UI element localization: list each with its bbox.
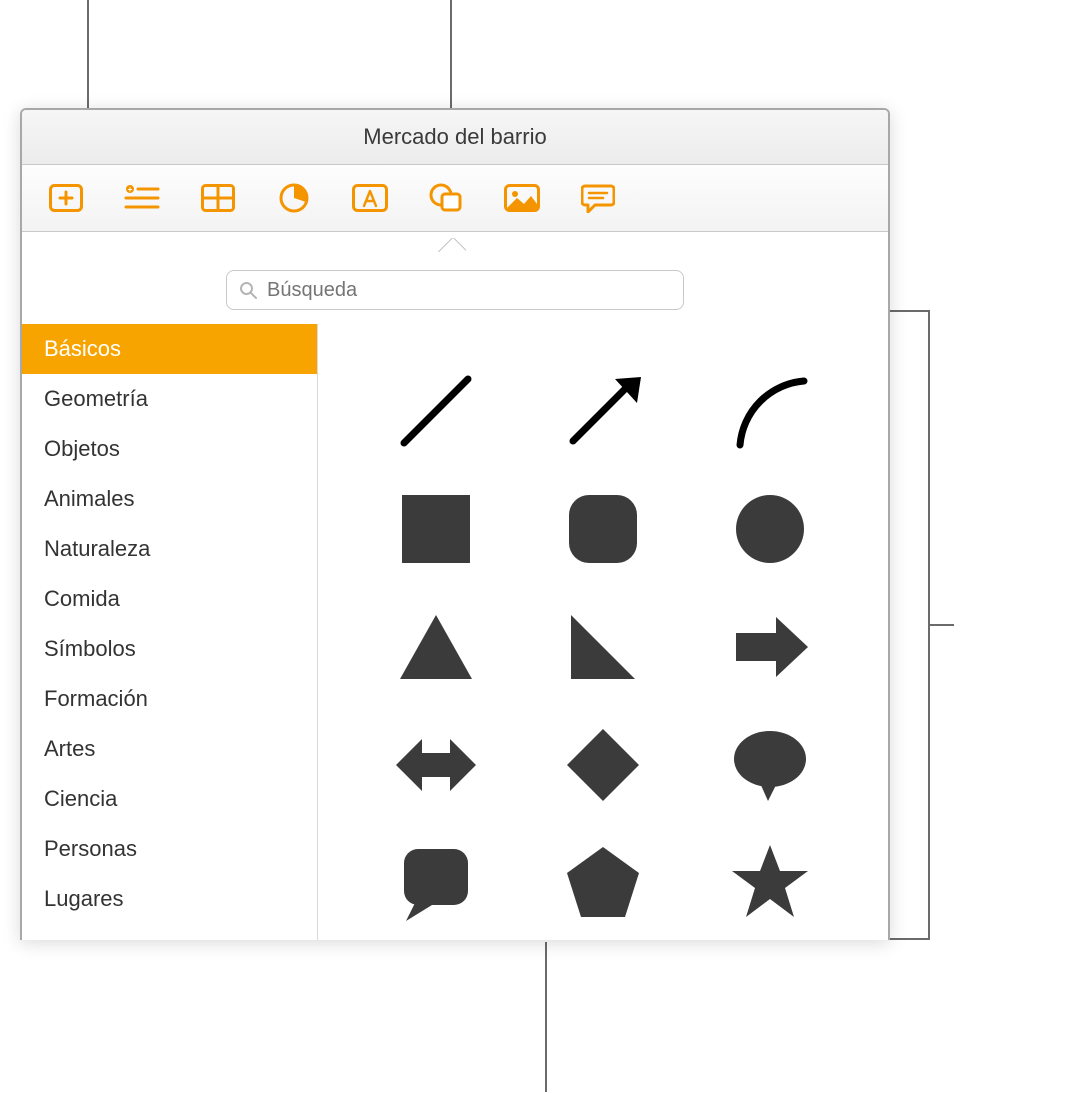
right-triangle-shape[interactable]: [559, 603, 647, 691]
search-field[interactable]: [226, 270, 684, 310]
category-item-basicos[interactable]: Básicos: [22, 324, 317, 374]
search-wrap: [22, 252, 888, 324]
speech-bubble-shape[interactable]: [726, 721, 814, 809]
arc-shape[interactable]: [726, 367, 814, 455]
insert-text-icon[interactable]: [350, 181, 390, 215]
category-item-geometria[interactable]: Geometría: [22, 374, 317, 424]
category-item-formacion[interactable]: Formación: [22, 674, 317, 724]
popover-body: BásicosGeometríaObjetosAnimalesNaturalez…: [22, 324, 888, 940]
category-item-lugares[interactable]: Lugares: [22, 874, 317, 924]
category-sidebar: BásicosGeometríaObjetosAnimalesNaturalez…: [22, 324, 318, 940]
insert-table-icon[interactable]: [198, 181, 238, 215]
category-item-comida[interactable]: Comida: [22, 574, 317, 624]
insert-chart-icon[interactable]: [274, 181, 314, 215]
app-window: Mercado del barrio + BásicosGeometríaObj…: [20, 108, 890, 940]
svg-text:+: +: [128, 185, 133, 194]
insert-media-icon[interactable]: [502, 181, 542, 215]
popover-caret: [438, 238, 466, 252]
category-item-simbolos[interactable]: Símbolos: [22, 624, 317, 674]
line-shape[interactable]: [392, 367, 480, 455]
diamond-shape[interactable]: [559, 721, 647, 809]
category-item-actividad[interactable]: Actividad: [22, 924, 317, 940]
callout-right-top: [890, 310, 930, 312]
star-shape[interactable]: [726, 839, 814, 927]
callout-right-out: [928, 624, 954, 626]
toolbar: +: [22, 165, 888, 232]
category-item-artes[interactable]: Artes: [22, 724, 317, 774]
arrow-line-shape[interactable]: [559, 367, 647, 455]
arrow-right-shape[interactable]: [726, 603, 814, 691]
category-item-naturaleza[interactable]: Naturaleza: [22, 524, 317, 574]
shapes-popover: BásicosGeometríaObjetosAnimalesNaturalez…: [22, 252, 888, 940]
category-item-ciencia[interactable]: Ciencia: [22, 774, 317, 824]
callout-bottom: [545, 942, 547, 1092]
window-title: Mercado del barrio: [22, 110, 888, 165]
category-item-personas[interactable]: Personas: [22, 824, 317, 874]
insert-list-icon[interactable]: +: [122, 181, 162, 215]
rounded-square-shape[interactable]: [559, 485, 647, 573]
shapes-grid: [318, 324, 888, 940]
square-shape[interactable]: [392, 485, 480, 573]
add-slide-icon[interactable]: [46, 181, 86, 215]
callout-right-bot: [890, 938, 930, 940]
triangle-shape[interactable]: [392, 603, 480, 691]
search-icon: [239, 281, 257, 299]
pentagon-shape[interactable]: [559, 839, 647, 927]
category-item-objetos[interactable]: Objetos: [22, 424, 317, 474]
double-arrow-shape[interactable]: [392, 721, 480, 809]
insert-comment-icon[interactable]: [578, 181, 618, 215]
insert-shape-icon[interactable]: [426, 181, 466, 215]
category-item-animales[interactable]: Animales: [22, 474, 317, 524]
callout-square-shape[interactable]: [392, 839, 480, 927]
circle-shape[interactable]: [726, 485, 814, 573]
canvas: Mercado del barrio + BásicosGeometríaObj…: [0, 0, 1069, 1093]
search-input[interactable]: [265, 278, 671, 303]
